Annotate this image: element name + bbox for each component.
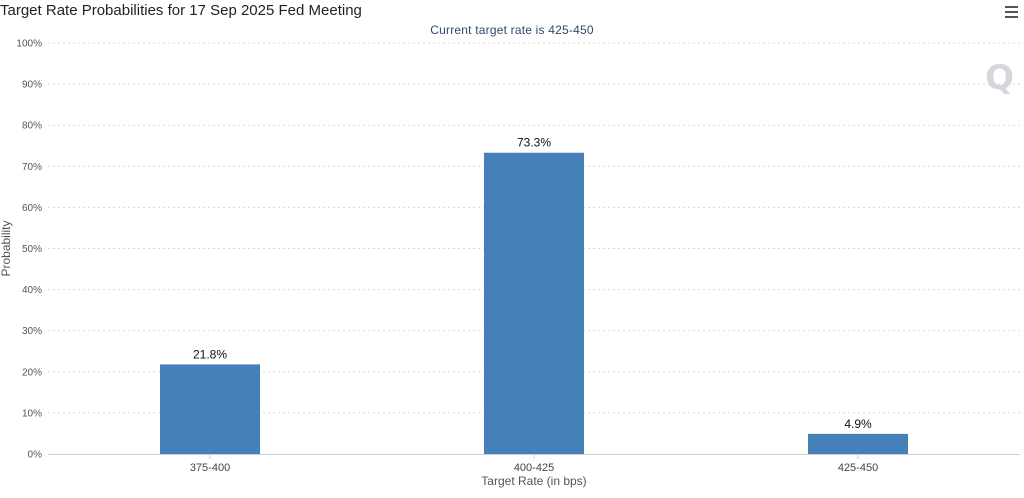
y-tick-label: 70%	[22, 162, 42, 173]
x-tick-label: 425-450	[838, 462, 878, 474]
y-tick-label: 10%	[22, 408, 42, 419]
chart-title: Target Rate Probabilities for 17 Sep 202…	[0, 2, 362, 19]
x-axis-ticks: 375-400 400-425 425-450	[190, 454, 878, 474]
y-tick-label: 80%	[22, 121, 42, 132]
y-tick-label: 60%	[22, 203, 42, 214]
y-axis-ticks: 0% 10% 20% 30% 40% 50% 60% 70% 80% 90% 100%	[16, 39, 42, 461]
bar[interactable]	[160, 364, 260, 454]
x-tick-label: 375-400	[190, 462, 230, 474]
y-tick-label: 20%	[22, 367, 42, 378]
bar[interactable]	[808, 433, 908, 454]
x-axis-title: Target Rate (in bps)	[481, 474, 586, 488]
y-tick-label: 100%	[16, 39, 42, 50]
x-tick-label: 400-425	[514, 462, 554, 474]
y-tick-label: 90%	[22, 80, 42, 91]
y-tick-label: 50%	[22, 244, 42, 255]
data-label: 4.9%	[844, 417, 872, 431]
y-tick-label: 30%	[22, 326, 42, 337]
bar[interactable]	[484, 152, 584, 454]
chart-subtitle: Current target rate is 425-450	[430, 23, 594, 37]
y-tick-label: 0%	[28, 450, 43, 461]
bars: 21.8% 73.3% 4.9%	[160, 136, 908, 454]
y-tick-label: 40%	[22, 285, 42, 296]
data-label: 21.8%	[193, 347, 227, 361]
data-label: 73.3%	[517, 136, 551, 150]
y-axis-title: Probability	[0, 220, 13, 276]
hamburger-menu-icon[interactable]	[1005, 6, 1018, 18]
watermark-logo: Q	[985, 58, 1014, 98]
